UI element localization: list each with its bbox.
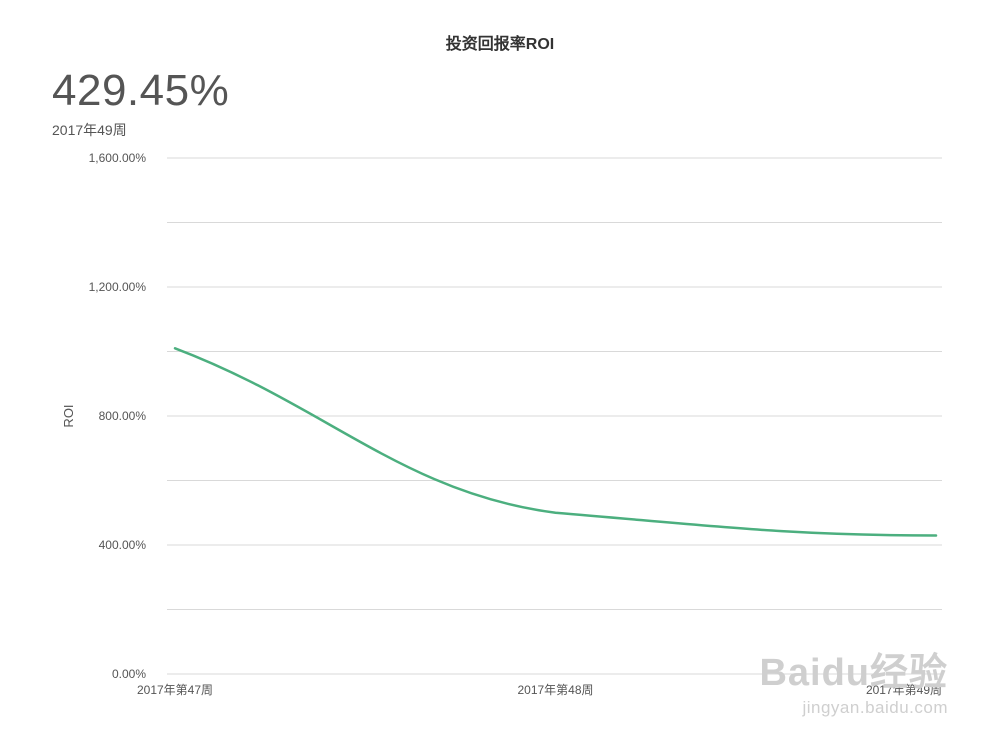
x-tick-label: 2017年第47周 [137,683,213,697]
chart-title: 投资回报率ROI [445,36,555,53]
x-tick-label: 2017年第49周 [866,683,942,697]
y-tick-label: 400.00% [99,538,147,552]
x-tick-label: 2017年第48周 [517,683,593,697]
y-axis-title: ROI [61,404,76,427]
watermark-url: jingyan.baidu.com [802,698,948,717]
kpi-period-label: 2017年49周 [52,122,127,138]
y-tick-label: 800.00% [99,409,147,423]
y-tick-label: 1,200.00% [89,280,147,294]
series-line [173,347,938,537]
y-tick-label: 1,600.00% [89,151,147,165]
watermark-logo: Baidu经验 [759,652,948,694]
kpi-value: 429.45% [52,66,230,115]
baidu-watermark: Baidu经验 jingyan.baidu.com [759,654,948,718]
y-tick-label: 0.00% [112,667,146,681]
